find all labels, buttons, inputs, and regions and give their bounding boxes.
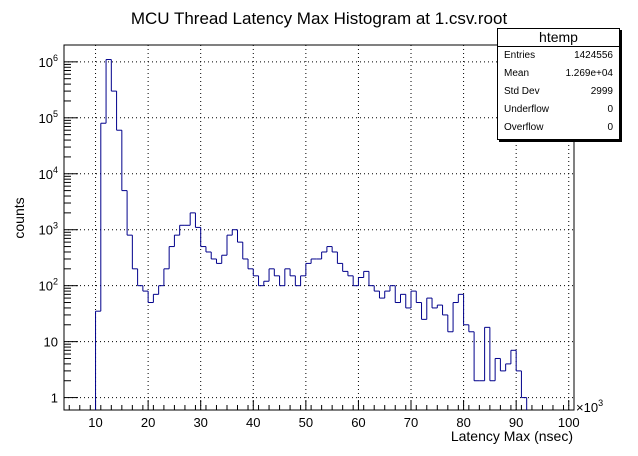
- stats-label: Mean: [504, 68, 530, 79]
- x-tick-label: 90: [509, 415, 523, 430]
- x-axis-multiplier: ×103: [576, 398, 603, 415]
- y-tick-label: 106: [39, 53, 58, 70]
- x-tick-label: 30: [193, 415, 207, 430]
- plot-frame: [63, 44, 575, 411]
- y-tick-label: 10: [44, 335, 58, 350]
- y-tick-label: 1: [51, 391, 58, 406]
- x-tick-label: 80: [456, 415, 470, 430]
- y-tick-label: 104: [39, 165, 58, 182]
- stats-row-overflow: Overflow 0: [498, 119, 619, 137]
- stats-value: 1.269e+04: [565, 68, 613, 79]
- stats-value: 0: [607, 122, 613, 133]
- x-tick-label: 100: [558, 415, 580, 430]
- stats-label: Underflow: [504, 104, 550, 115]
- chart-title: MCU Thread Latency Max Histogram at 1.cs…: [131, 9, 508, 28]
- x-tick-label: 60: [351, 415, 365, 430]
- y-tick-label: 105: [39, 109, 58, 126]
- stats-row-entries: Entries 1424556: [498, 47, 619, 65]
- y-tick-label: 103: [39, 221, 58, 238]
- stats-label: Std Dev: [504, 86, 540, 97]
- x-tick-label: 10: [88, 415, 102, 430]
- stats-label: Entries: [504, 50, 536, 61]
- stats-value: 2999: [590, 86, 613, 97]
- x-tick-label: 20: [141, 415, 155, 430]
- x-tick-label: 50: [299, 415, 313, 430]
- stats-title: htemp: [498, 29, 619, 47]
- x-tick-label: 40: [246, 415, 260, 430]
- stats-row-underflow: Underflow 0: [498, 101, 619, 119]
- stats-value: 1424556: [574, 50, 613, 61]
- stats-row-mean: Mean 1.269e+04: [498, 65, 619, 83]
- y-axis-label: counts: [11, 197, 27, 238]
- x-tick-label: 70: [404, 415, 418, 430]
- stats-value: 0: [607, 104, 613, 115]
- stats-row-std-dev: Std Dev 2999: [498, 83, 619, 101]
- stats-box: htemp Entries 1424556 Mean 1.269e+04 Std…: [497, 28, 620, 140]
- y-tick-label: 102: [39, 277, 58, 294]
- stats-label: Overflow: [504, 122, 544, 133]
- x-axis-label: Latency Max (nsec): [451, 428, 573, 444]
